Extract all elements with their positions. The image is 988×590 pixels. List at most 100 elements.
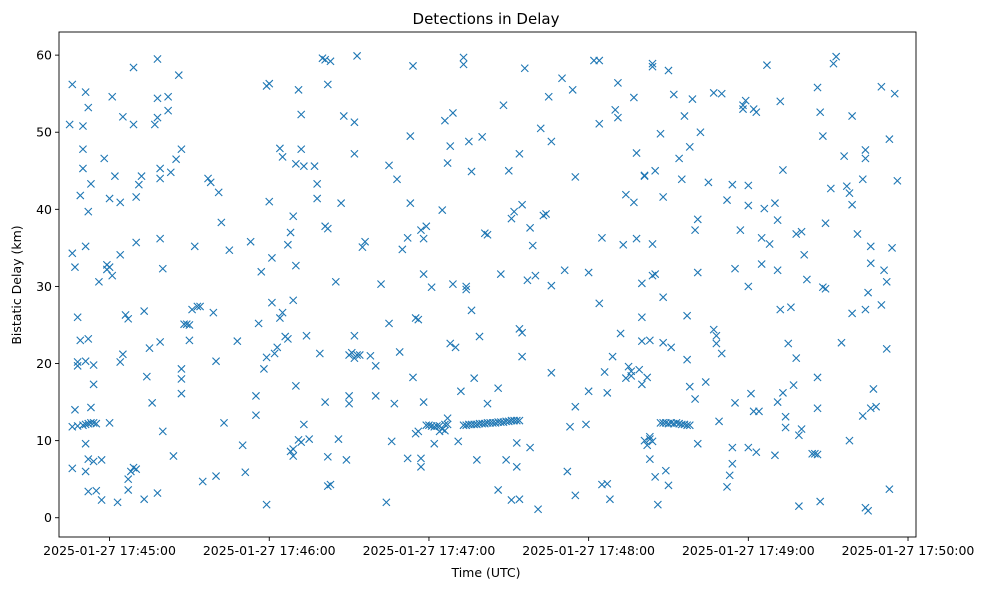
data-point-marker bbox=[661, 466, 670, 475]
data-point-marker bbox=[683, 421, 692, 430]
data-point-marker bbox=[267, 253, 276, 262]
y-tick-label: 40 bbox=[36, 202, 52, 217]
data-point-marker bbox=[858, 175, 867, 184]
data-point-marker bbox=[153, 94, 162, 103]
data-point-marker bbox=[520, 64, 529, 73]
data-point-marker bbox=[744, 443, 753, 452]
data-point-marker bbox=[262, 353, 271, 362]
data-point-marker bbox=[121, 310, 130, 319]
data-point-marker bbox=[454, 437, 463, 446]
data-point-marker bbox=[124, 314, 133, 323]
data-point-marker bbox=[416, 462, 425, 471]
data-point-marker bbox=[717, 89, 726, 98]
data-point-marker bbox=[558, 74, 567, 83]
data-point-marker bbox=[188, 305, 197, 314]
data-point-marker bbox=[225, 246, 234, 255]
data-point-marker bbox=[739, 101, 747, 110]
data-point-marker bbox=[116, 357, 125, 366]
data-point-marker bbox=[390, 399, 399, 408]
data-point-marker bbox=[321, 55, 330, 64]
data-point-marker bbox=[507, 214, 516, 223]
data-point-marker bbox=[597, 233, 606, 242]
data-point-marker bbox=[813, 373, 822, 382]
data-point-marker bbox=[393, 175, 401, 184]
data-point-marker bbox=[89, 361, 98, 370]
data-point-marker bbox=[313, 179, 322, 188]
data-point-marker bbox=[709, 88, 718, 97]
x-tick-label: 2025-01-27 17:47:00 bbox=[363, 543, 496, 558]
data-point-marker bbox=[776, 97, 785, 106]
data-point-marker bbox=[273, 343, 282, 352]
data-point-marker bbox=[419, 234, 428, 243]
data-point-marker bbox=[190, 242, 199, 251]
data-point-marker bbox=[744, 201, 753, 210]
data-point-marker bbox=[68, 464, 77, 473]
data-point-marker bbox=[728, 443, 737, 452]
data-point-marker bbox=[861, 305, 870, 314]
data-point-marker bbox=[643, 373, 652, 382]
data-point-marker bbox=[105, 194, 114, 203]
data-point-marker bbox=[656, 129, 665, 138]
data-point-marker bbox=[693, 439, 702, 448]
data-point-marker bbox=[73, 421, 82, 430]
data-point-marker bbox=[800, 250, 809, 259]
data-point-marker bbox=[472, 455, 481, 464]
data-point-marker bbox=[350, 331, 359, 340]
data-point-marker bbox=[81, 88, 90, 97]
data-point-marker bbox=[526, 223, 535, 232]
data-point-marker bbox=[613, 78, 622, 87]
data-point-marker bbox=[321, 398, 330, 407]
data-point-marker bbox=[92, 486, 101, 495]
data-point-marker bbox=[861, 145, 870, 154]
data-point-marker bbox=[637, 279, 646, 288]
y-tick-label: 0 bbox=[44, 510, 52, 525]
data-point-marker bbox=[89, 418, 98, 427]
data-point-marker bbox=[387, 437, 396, 446]
data-point-marker bbox=[470, 374, 479, 383]
data-point-marker bbox=[848, 112, 857, 121]
data-point-marker bbox=[289, 296, 298, 305]
data-point-marker bbox=[651, 472, 660, 481]
data-point-marker bbox=[323, 224, 332, 233]
data-point-marker bbox=[648, 59, 657, 68]
data-point-marker bbox=[323, 80, 332, 89]
data-point-marker bbox=[347, 348, 356, 357]
data-point-marker bbox=[547, 281, 556, 290]
data-point-marker bbox=[818, 132, 827, 141]
data-point-marker bbox=[305, 435, 314, 444]
data-point-marker bbox=[659, 193, 668, 201]
data-point-marker bbox=[297, 438, 306, 447]
data-point-marker bbox=[845, 189, 854, 198]
data-point-marker bbox=[358, 243, 367, 252]
data-point-marker bbox=[422, 222, 431, 231]
data-point-marker bbox=[845, 436, 854, 445]
data-point-marker bbox=[770, 199, 779, 208]
data-point-marker bbox=[685, 382, 694, 391]
data-point-marker bbox=[435, 427, 444, 436]
data-point-marker bbox=[494, 485, 503, 494]
data-point-marker bbox=[158, 427, 167, 436]
data-point-marker bbox=[680, 112, 689, 121]
data-point-marker bbox=[885, 485, 894, 494]
data-point-marker bbox=[456, 387, 465, 396]
data-point-marker bbox=[408, 61, 417, 70]
data-point-marker bbox=[832, 52, 841, 61]
data-point-marker bbox=[126, 467, 135, 476]
data-point-marker bbox=[608, 352, 617, 361]
data-point-marker bbox=[531, 271, 540, 280]
data-point-marker bbox=[446, 339, 455, 348]
data-point-marker bbox=[100, 154, 109, 163]
data-point-marker bbox=[696, 128, 705, 137]
data-point-marker bbox=[869, 384, 878, 393]
data-point-marker bbox=[683, 355, 692, 364]
y-tick-label: 30 bbox=[36, 279, 52, 294]
data-point-marker bbox=[403, 454, 412, 463]
data-point-marker bbox=[137, 172, 146, 181]
data-point-marker bbox=[757, 260, 766, 269]
data-point-marker bbox=[443, 159, 452, 168]
data-point-marker bbox=[134, 180, 143, 189]
data-point-marker bbox=[124, 475, 133, 484]
